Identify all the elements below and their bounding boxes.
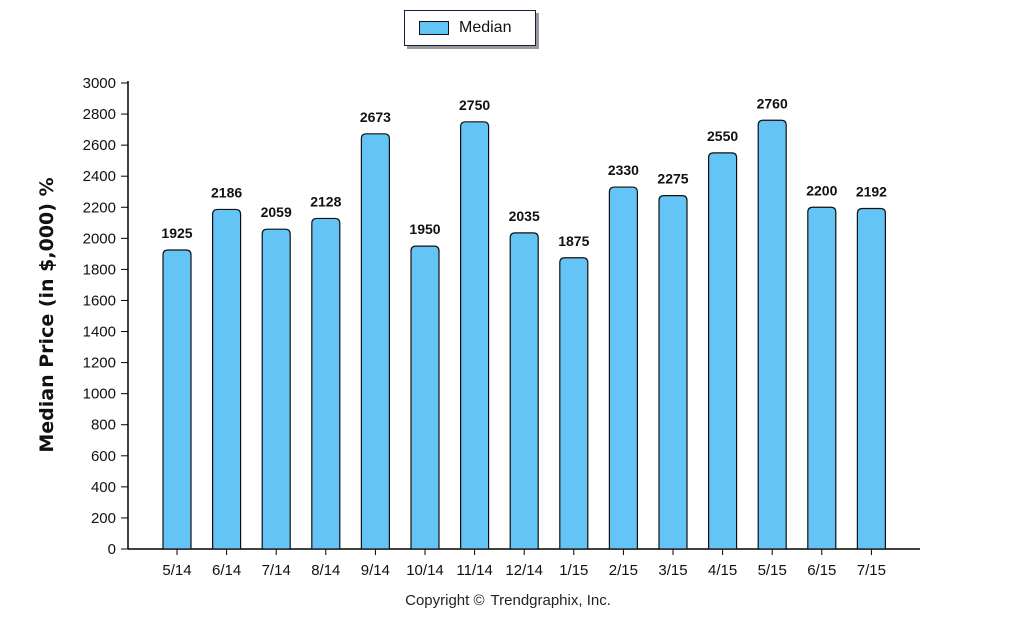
- x-tick-label: 9/14: [361, 562, 390, 579]
- bar: [856, 207, 886, 550]
- bar: [311, 217, 341, 550]
- y-tick-label: 1800: [83, 261, 116, 278]
- y-tick-label: 2800: [83, 106, 116, 123]
- bar: [757, 119, 787, 550]
- bar: [162, 249, 192, 550]
- x-tick-label: 11/14: [456, 562, 492, 579]
- bar-value-label: 2750: [459, 97, 490, 113]
- bar: [410, 245, 440, 550]
- bar: [708, 152, 738, 550]
- y-tick-label: 1000: [83, 386, 116, 403]
- x-tick-label: 6/14: [212, 562, 241, 579]
- y-tick-label: 200: [91, 510, 116, 527]
- copyright-footer: Copyright © Trendgraphix, Inc.: [0, 592, 1016, 609]
- x-tick-label: 12/14: [505, 562, 543, 579]
- bar-value-label: 2186: [211, 184, 242, 200]
- x-tick-label: 1/15: [559, 562, 588, 579]
- y-tick-label: 600: [91, 448, 116, 465]
- x-tick-label: 5/15: [758, 562, 787, 579]
- bar-value-label: 2550: [707, 128, 738, 144]
- bar-value-label: 2128: [310, 193, 341, 209]
- y-tick-label: 2000: [83, 230, 116, 247]
- bar-value-label: 2673: [360, 109, 391, 125]
- y-tick-label: 2600: [83, 137, 116, 154]
- bar-value-label: 1875: [558, 233, 589, 249]
- x-tick-label: 2/15: [609, 562, 638, 579]
- bar: [261, 228, 291, 550]
- x-tick-label: 10/14: [406, 562, 444, 579]
- x-tick-label: 5/14: [162, 562, 191, 579]
- y-tick-label: 400: [91, 479, 116, 496]
- copyright-text: Copyright ©: [405, 592, 485, 609]
- bar: [360, 133, 390, 550]
- y-tick-label: 800: [91, 417, 116, 434]
- x-axis: 5/14 6/14 7/14 8/14 9/14 10/14 11/14 12/14 1/15 2…: [128, 548, 920, 579]
- bar: [509, 232, 539, 550]
- bar-value-label: 2035: [509, 208, 540, 224]
- y-tick-label: 1400: [83, 324, 116, 341]
- legend: Median: [404, 10, 536, 46]
- x-tick-label: 7/15: [857, 562, 886, 579]
- bar-value-label: 2275: [657, 171, 688, 187]
- x-tick-label: 6/15: [807, 562, 836, 579]
- bar-value-label: 2059: [261, 204, 292, 220]
- bar: [608, 186, 638, 550]
- bars: 1925 2186 2059 2128 2673 1950 2750 2035 1875 2330…: [161, 95, 887, 550]
- bar: [460, 121, 490, 550]
- x-tick-label: 3/15: [658, 562, 687, 579]
- bar: [658, 195, 688, 550]
- y-tick-label: 3000: [83, 75, 116, 92]
- bar: [212, 208, 242, 550]
- y-axis-title: Median Price (in $,000) %: [36, 177, 58, 452]
- legend-swatch: [419, 21, 449, 35]
- bar-value-label: 2330: [608, 162, 639, 178]
- x-tick-label: 7/14: [262, 562, 291, 579]
- bar-value-label: 1950: [409, 221, 440, 237]
- legend-label: Median: [459, 19, 512, 36]
- y-tick-label: 1200: [83, 355, 116, 372]
- bar-value-label: 2760: [757, 95, 788, 111]
- y-tick-label: 0: [108, 541, 116, 558]
- bar-value-label: 2200: [806, 182, 837, 198]
- y-tick-label: 2400: [83, 168, 116, 185]
- bar: [559, 257, 589, 550]
- x-tick-label: 8/14: [311, 562, 340, 579]
- x-tick-label: 4/15: [708, 562, 737, 579]
- bar: [807, 206, 837, 550]
- y-axis: 0 200 400 600 800 1000 1200 1400 1600 1800 2000 220…: [83, 75, 129, 558]
- bar-value-label: 2192: [856, 184, 887, 200]
- y-tick-label: 1600: [83, 292, 116, 309]
- bar-value-label: 1925: [161, 225, 192, 241]
- copyright-owner: Trendgraphix, Inc.: [490, 592, 611, 609]
- y-tick-label: 2200: [83, 199, 116, 216]
